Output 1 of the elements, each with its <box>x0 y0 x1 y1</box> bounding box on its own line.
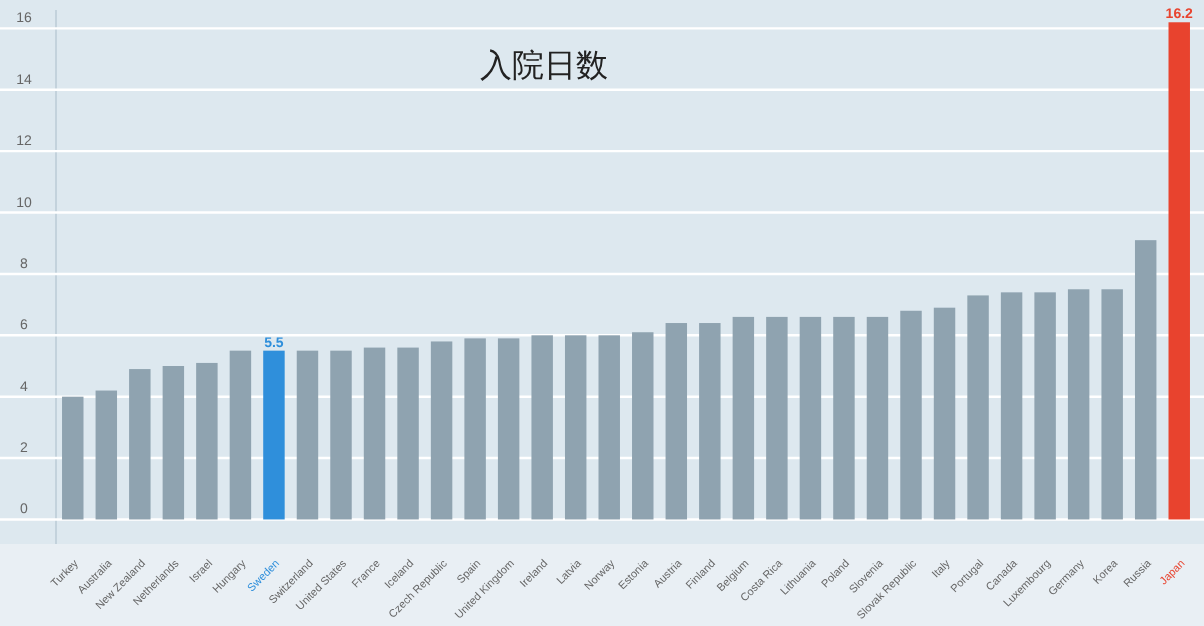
text: 入院日数 <box>480 48 608 84</box>
